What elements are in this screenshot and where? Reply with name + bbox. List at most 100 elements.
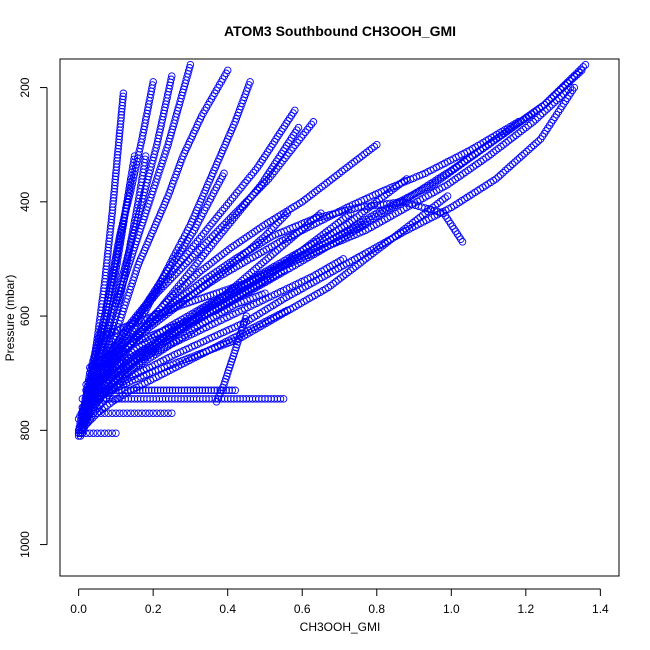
data-point [89, 429, 98, 437]
data-point [389, 234, 397, 242]
data-point [303, 194, 311, 202]
data-point [77, 420, 85, 429]
data-point [243, 176, 251, 184]
data-point [305, 192, 314, 200]
data-point [210, 386, 219, 395]
data-point [363, 205, 371, 214]
data-point [277, 159, 285, 168]
data-point [391, 232, 400, 240]
data-point [176, 279, 185, 288]
data-point [135, 308, 144, 317]
data-point [272, 220, 280, 229]
data-point [522, 123, 530, 132]
data-point [309, 118, 318, 126]
data-point [248, 229, 256, 238]
data-point [327, 224, 335, 233]
data-point [291, 141, 299, 149]
data-point [130, 152, 139, 160]
data-point [279, 157, 287, 165]
data-point [215, 225, 224, 233]
data-point [195, 234, 204, 243]
data-point [552, 96, 561, 105]
data-point [264, 175, 273, 183]
data-point [377, 194, 386, 202]
data-point [373, 198, 381, 206]
data-point [171, 289, 180, 297]
series-35 [212, 312, 251, 406]
data-point [187, 285, 196, 294]
data-point [308, 190, 316, 198]
data-point [177, 386, 186, 395]
data-point [577, 65, 585, 73]
data-point [538, 109, 547, 118]
data-point [250, 266, 258, 275]
data-point [156, 409, 165, 417]
data-point [195, 246, 204, 254]
data-point [525, 145, 533, 154]
data-point [241, 179, 249, 187]
data-point [100, 386, 108, 395]
data-point [492, 146, 500, 155]
data-point [264, 254, 272, 262]
data-point [208, 219, 216, 228]
data-point [274, 218, 283, 227]
data-point [263, 230, 271, 238]
data-point [222, 247, 231, 256]
data-point [197, 254, 205, 263]
data-point [262, 256, 270, 264]
data-point [481, 142, 490, 151]
data-point [127, 386, 135, 395]
data-point [281, 211, 289, 220]
data-point [203, 246, 212, 255]
data-point [117, 107, 126, 116]
data-point [231, 209, 239, 217]
data-point [340, 165, 349, 174]
data-point [319, 230, 328, 238]
data-point [235, 186, 243, 195]
data-point [153, 409, 161, 417]
data-point [358, 209, 366, 217]
data-point [226, 196, 235, 205]
data-point [109, 386, 117, 395]
data-point [289, 144, 297, 152]
data-point [494, 173, 503, 181]
data-point [116, 123, 124, 131]
data-point [164, 295, 172, 303]
data-point [156, 386, 165, 395]
data-point [353, 156, 361, 164]
data-point [81, 395, 90, 403]
data-point [195, 257, 203, 265]
data-point [570, 73, 579, 81]
data-point [224, 199, 233, 207]
data-point [93, 429, 102, 437]
data-point [456, 172, 465, 180]
series-31 [78, 395, 288, 403]
data-point [212, 255, 221, 263]
data-point [115, 135, 123, 144]
data-point [455, 161, 463, 169]
data-point [379, 241, 387, 250]
data-point [406, 220, 415, 229]
data-point [354, 260, 362, 269]
data-point [85, 386, 93, 395]
data-point [285, 149, 293, 157]
data-point [110, 184, 119, 193]
data-point [484, 152, 493, 160]
data-point [202, 239, 210, 247]
data-point [363, 148, 371, 157]
data-point [575, 68, 584, 77]
data-point [154, 285, 162, 294]
data-point [433, 199, 442, 208]
data-point [332, 220, 340, 229]
data-point [400, 177, 408, 185]
data-point [110, 187, 118, 196]
data-point [294, 123, 303, 132]
data-point [113, 157, 121, 165]
data-point [293, 126, 301, 134]
data-point [141, 152, 150, 160]
data-point [230, 191, 239, 200]
data-point [356, 259, 365, 267]
data-point [436, 198, 444, 206]
data-point [361, 220, 370, 229]
data-point [293, 138, 301, 147]
